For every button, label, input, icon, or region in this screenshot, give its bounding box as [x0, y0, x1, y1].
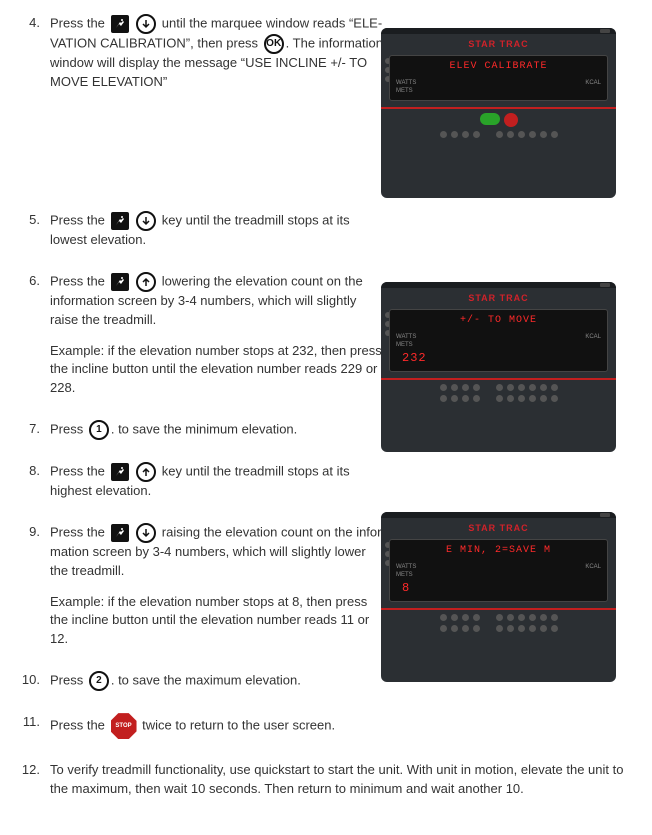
incline-icon — [111, 15, 129, 33]
step-number: 4. — [18, 14, 50, 33]
incline-icon — [111, 273, 129, 291]
elevation-readout: 8 — [396, 580, 601, 597]
step-number: 6. — [18, 272, 50, 291]
go-button — [480, 113, 500, 125]
stop-button — [504, 113, 518, 127]
display-screen: E MIN, 2=SAVE M WATTSMETS KCAL 8 — [389, 539, 608, 602]
step-number: 10. — [18, 671, 50, 690]
display-screen: +/- TO MOVE WATTSMETS KCAL 232 — [389, 309, 608, 372]
incline-icon — [111, 212, 129, 230]
step-8: 8. Press the key until the treadmill sto… — [18, 462, 634, 501]
label-kcal: KCAL — [585, 563, 601, 580]
arrow-down-icon — [136, 14, 156, 34]
step-number: 5. — [18, 211, 50, 230]
label-watts: WATTSMETS — [396, 79, 416, 96]
step-11: 11. Press the STOP twice to return to th… — [18, 713, 634, 739]
step-example: Example: if the elevation number stops a… — [50, 593, 386, 650]
label-kcal: KCAL — [585, 333, 601, 350]
step-text: Press the key until the treadmill stops … — [50, 211, 386, 250]
page: STAR TRAC ELEV CALIBRATE WATTSMETS KCAL … — [18, 14, 634, 799]
brand-label: STAR TRAC — [389, 38, 608, 51]
step-number: 8. — [18, 462, 50, 481]
step-text: To verify treadmill functionality, use q… — [50, 761, 634, 799]
step-text: Press the raising the elevation count on… — [50, 523, 386, 581]
arrow-down-icon — [136, 523, 156, 543]
step-example: Example: if the elevation number stops a… — [50, 342, 386, 399]
arrow-down-icon — [136, 211, 156, 231]
elevation-readout: 232 — [396, 350, 601, 367]
step-number: 7. — [18, 420, 50, 439]
incline-icon — [111, 463, 129, 481]
step-text: Press the until the marquee window reads… — [50, 14, 386, 92]
console-photo-2: STAR TRAC +/- TO MOVE WATTSMETS KCAL 232 — [381, 282, 616, 452]
two-icon: 2 — [89, 671, 109, 691]
step-number: 9. — [18, 523, 50, 542]
console-photo-3: STAR TRAC E MIN, 2=SAVE M WATTSMETS KCAL… — [381, 512, 616, 682]
marquee-text: E MIN, 2=SAVE M — [396, 544, 601, 559]
stop-icon: STOP — [111, 713, 137, 739]
brand-label: STAR TRAC — [389, 292, 608, 305]
arrow-up-icon — [136, 462, 156, 482]
step-text: Press the key until the treadmill stops … — [50, 462, 386, 501]
step-12: 12. To verify treadmill functionality, u… — [18, 761, 634, 799]
step-number: 12. — [18, 761, 50, 780]
label-watts: WATTSMETS — [396, 333, 416, 350]
marquee-text: +/- TO MOVE — [396, 314, 601, 329]
step-5: 5. Press the key until the treadmill sto… — [18, 211, 634, 250]
one-icon: 1 — [89, 420, 109, 440]
arrow-up-icon — [136, 272, 156, 292]
ok-icon: OK — [264, 34, 284, 54]
marquee-text: ELEV CALIBRATE — [396, 60, 601, 75]
step-number: 11. — [18, 713, 50, 732]
step-text: Press the STOP twice to return to the us… — [50, 713, 634, 739]
label-kcal: KCAL — [585, 79, 601, 96]
incline-icon — [111, 524, 129, 542]
label-watts: WATTSMETS — [396, 563, 416, 580]
display-screen: ELEV CALIBRATE WATTSMETS KCAL — [389, 55, 608, 101]
brand-label: STAR TRAC — [389, 522, 608, 535]
button-row — [389, 113, 608, 127]
console-photo-1: STAR TRAC ELEV CALIBRATE WATTSMETS KCAL — [381, 28, 616, 198]
step-text: Press the lowering the elevation count o… — [50, 272, 386, 330]
